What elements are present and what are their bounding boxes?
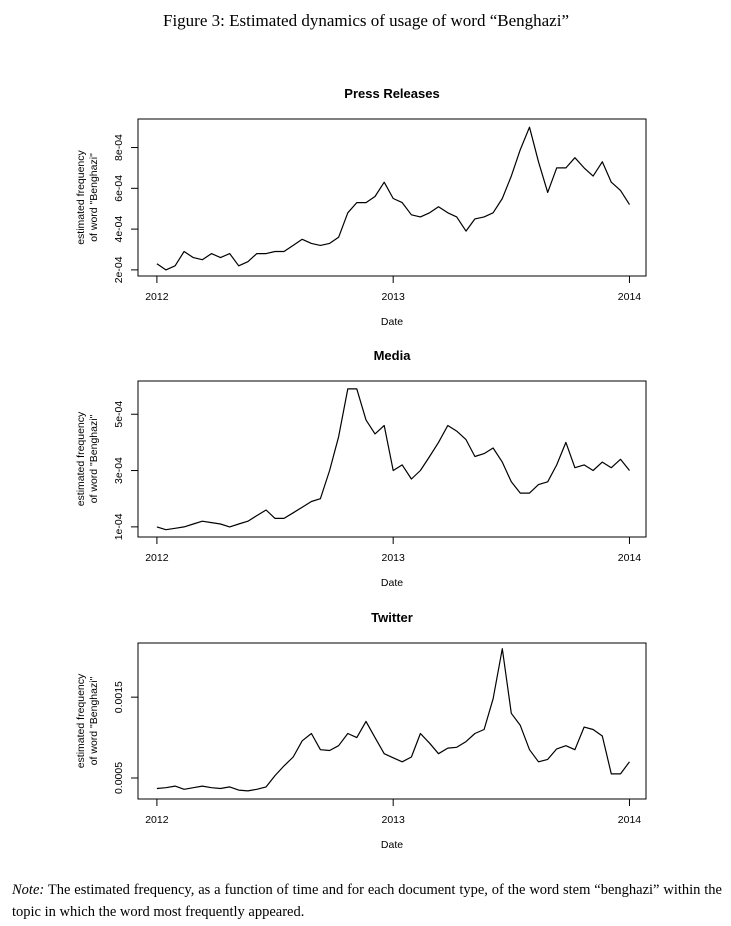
chart: Twitter 2012 2013 2014 Date 0.0005 0.0015 estim… xyxy=(75,610,647,851)
y-tick-label: 6e-04 xyxy=(113,175,125,202)
y-tick-label: 5e-04 xyxy=(113,401,125,428)
chart: Press Releases 2012 2013 2014 Date 2e-04 4e-04… xyxy=(75,86,647,328)
x-tick-label: 2014 xyxy=(618,814,642,826)
y-tick-label: 4e-04 xyxy=(113,216,125,243)
data-line xyxy=(156,648,630,792)
y-axis-label: estimated frequency xyxy=(75,149,87,244)
note-text: The estimated frequency, as a function o… xyxy=(12,882,722,920)
data-line xyxy=(156,388,630,531)
plot-frame xyxy=(137,380,647,538)
y-axis-label: estimated frequency xyxy=(75,673,87,768)
x-axis-label: Date xyxy=(381,839,403,851)
y-tick-label: 2e-04 xyxy=(113,256,125,283)
chart-title: Twitter xyxy=(371,610,413,625)
x-tick-label: 2013 xyxy=(382,814,406,826)
figure: Figure 3: Estimated dynamics of usage of… xyxy=(75,11,647,851)
y-axis-label: estimated frequency xyxy=(75,411,87,506)
x-tick-label: 2012 xyxy=(145,552,169,564)
figure-note: Note: The estimated frequency, as a func… xyxy=(12,879,722,923)
x-tick-label: 2013 xyxy=(382,291,406,303)
x-tick-label: 2014 xyxy=(618,291,642,303)
data-line xyxy=(156,126,631,271)
note-label: Note: xyxy=(12,882,45,898)
y-tick-label: 0.0015 xyxy=(113,681,125,713)
plot-frame xyxy=(137,642,647,800)
y-axis-label: of word "Benghazi" xyxy=(88,414,100,503)
y-tick-label: 8e-04 xyxy=(113,134,125,161)
chart-title: Media xyxy=(374,348,412,363)
y-tick-label: 3e-04 xyxy=(113,457,125,484)
figure-caption: Figure 3: Estimated dynamics of usage of… xyxy=(163,11,569,30)
x-tick-label: 2012 xyxy=(145,814,169,826)
x-tick-label: 2014 xyxy=(618,552,642,564)
y-tick-label: 1e-04 xyxy=(113,513,125,540)
x-axis-label: Date xyxy=(381,316,403,328)
x-tick-label: 2012 xyxy=(145,291,169,303)
x-axis-label: Date xyxy=(381,577,403,589)
y-axis-label: of word "Benghazi" xyxy=(88,153,100,242)
y-tick-label: 0.0005 xyxy=(113,762,125,794)
chart-title: Press Releases xyxy=(344,86,439,101)
y-axis-label: of word "Benghazi" xyxy=(88,676,100,765)
chart: Media 2012 2013 2014 Date 1e-04 3e-04 5e-04 esti… xyxy=(75,348,647,589)
x-tick-label: 2013 xyxy=(382,552,406,564)
